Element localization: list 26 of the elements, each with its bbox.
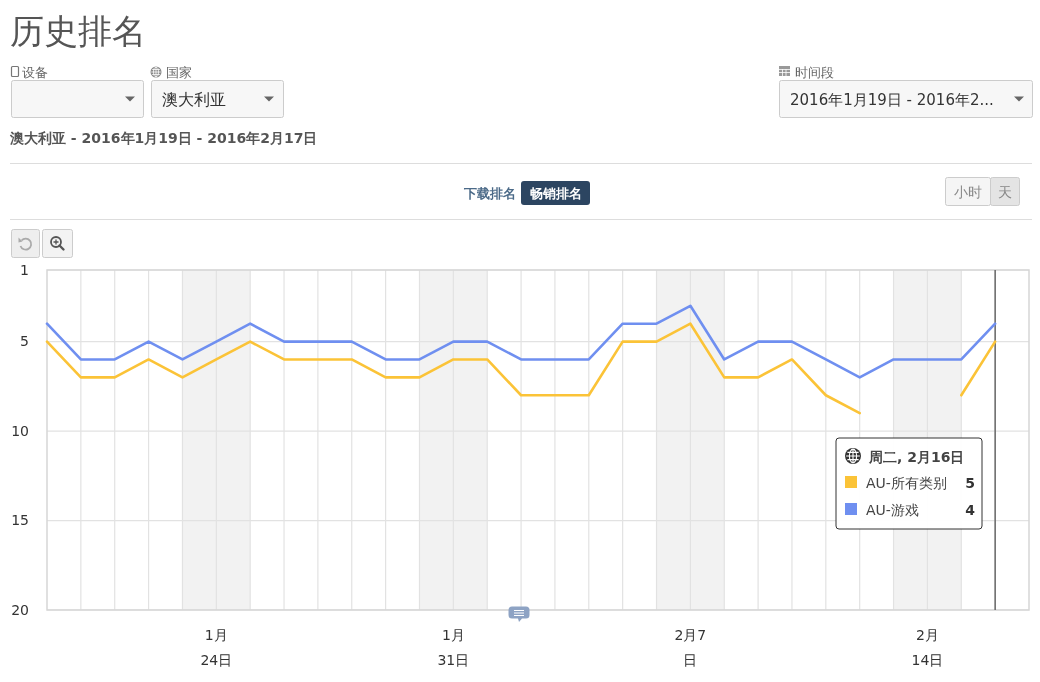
- x-tick-label: 1月 31日: [437, 627, 470, 668]
- y-tick-label: 15: [11, 512, 29, 529]
- y-tick-label: 5: [20, 333, 29, 350]
- text: 国家: [166, 65, 192, 80]
- text: 时间段: [795, 65, 834, 80]
- text: 小时: [954, 184, 982, 200]
- x-tick-label: 2月7 日: [674, 627, 707, 668]
- y-tick-label: 20: [11, 601, 29, 618]
- chart-title: 历史排名: [10, 11, 146, 51]
- legend-title: 周二, 2月16日: [868, 449, 965, 465]
- x-tick-label: 2月 14日: [911, 627, 944, 668]
- annotation: 5: [965, 475, 975, 491]
- text: 天: [998, 184, 1012, 200]
- y-tick-label: 10: [11, 422, 29, 439]
- line-series: [45, 304, 997, 379]
- text: 2016年1月19日 - 2016年2...: [790, 91, 994, 109]
- text: 畅销排名: [529, 186, 582, 201]
- y-tick-label: 1: [20, 261, 29, 278]
- chart-subtitle: 澳大利亚 - 2016年1月19日 - 2016年2月17日: [9, 130, 318, 146]
- legend-label: AU-所有类别: [866, 475, 947, 491]
- text: 下载排名: [463, 186, 516, 201]
- x-tick-label: 1月 24日: [200, 627, 233, 668]
- text: 澳大利亚: [162, 90, 226, 109]
- text: 设备: [22, 65, 48, 80]
- annotation: 4: [965, 502, 976, 518]
- legend-label: AU-游戏: [866, 502, 919, 518]
